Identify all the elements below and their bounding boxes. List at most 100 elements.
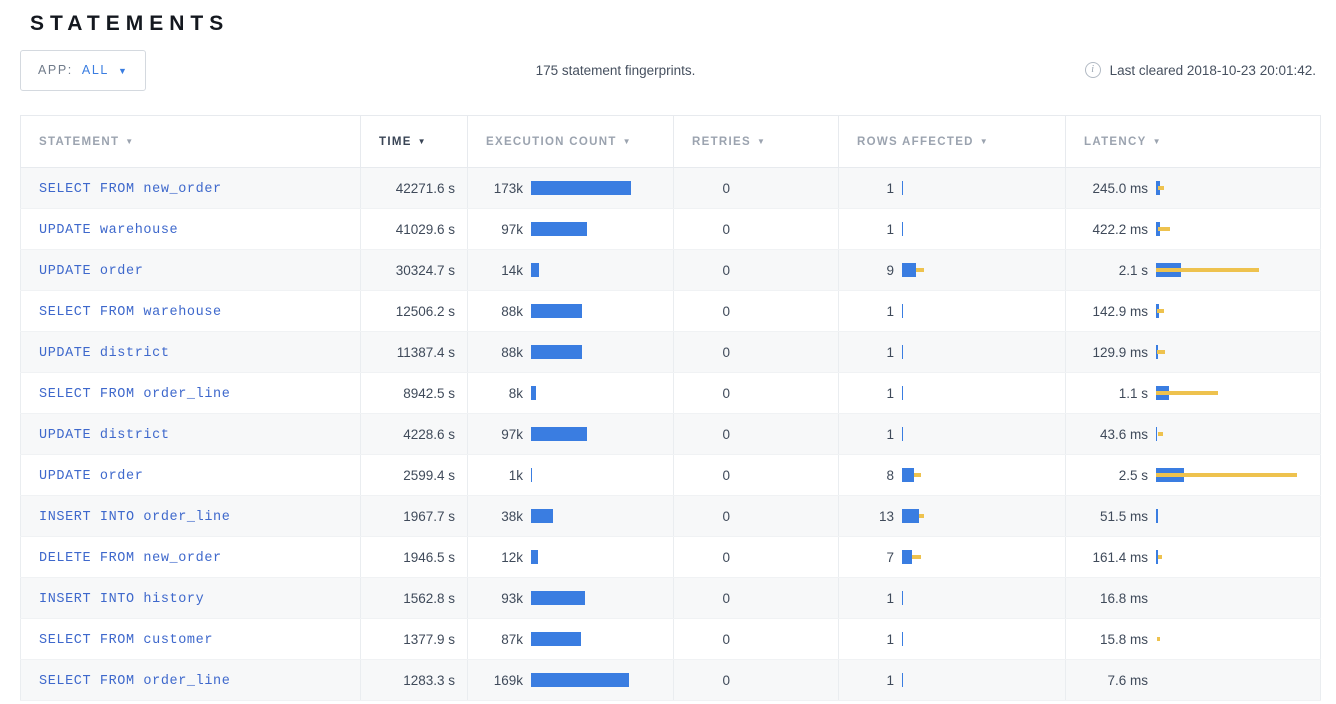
execution-count-value: 1k	[508, 467, 523, 483]
rows-affected-barzone	[902, 344, 1065, 360]
table-row: SELECT FROM order_line 8942.5 s 8k 0 1	[20, 372, 1321, 414]
statement-link[interactable]: SELECT FROM order_line	[39, 673, 231, 689]
statement-link[interactable]: SELECT FROM customer	[39, 632, 214, 648]
execution-count-bar	[531, 386, 536, 400]
column-header-rows-affected[interactable]: ROWS AFFECTED ▼	[838, 115, 1066, 168]
execution-count-cell: 97k	[467, 208, 674, 250]
latency-barzone	[1156, 426, 1320, 442]
sort-arrow-icon: ▼	[756, 136, 767, 146]
time-cell: 1377.9 s	[360, 618, 468, 660]
statement-link[interactable]: SELECT FROM new_order	[39, 181, 222, 197]
column-header-latency[interactable]: LATENCY ▼	[1065, 115, 1321, 168]
execution-count-bar	[531, 427, 587, 441]
column-header-rows-affected-label: ROWS AFFECTED	[857, 135, 974, 148]
statement-link[interactable]: DELETE FROM new_order	[39, 550, 222, 566]
time-cell: 12506.2 s	[360, 290, 468, 332]
column-header-time[interactable]: TIME ▼	[360, 115, 468, 168]
chevron-down-icon: ▼	[117, 66, 129, 76]
rows-affected-barzone	[902, 590, 1065, 606]
page-title: STATEMENTS	[30, 12, 230, 35]
rows-affected-barzone	[902, 303, 1065, 319]
latency-value: 245.0 ms	[1092, 180, 1148, 196]
rows-affected-whisker	[919, 514, 924, 518]
time-cell: 1967.7 s	[360, 495, 468, 537]
statement-link[interactable]: UPDATE order	[39, 468, 144, 484]
retries-cell: 0	[673, 290, 839, 332]
retries-value: 0	[722, 303, 730, 319]
app-filter-value: ALL	[81, 63, 109, 77]
retries-value: 0	[722, 467, 730, 483]
execution-count-bar	[531, 468, 532, 482]
retries-cell: 0	[673, 331, 839, 373]
rows-affected-value: 1	[886, 426, 894, 442]
statement-link[interactable]: SELECT FROM warehouse	[39, 304, 222, 320]
latency-bar	[1156, 550, 1158, 564]
latency-whisker	[1158, 227, 1170, 231]
table-row: DELETE FROM new_order 1946.5 s 12k 0 7	[20, 536, 1321, 578]
info-icon[interactable]: i	[1084, 62, 1101, 78]
execution-count-bar	[531, 263, 539, 277]
latency-barzone	[1156, 549, 1320, 565]
latency-cell: 1.1 s	[1065, 372, 1321, 414]
latency-barzone	[1156, 508, 1320, 524]
rows-affected-cell: 1	[838, 167, 1066, 209]
retries-value: 0	[722, 549, 730, 565]
statement-link[interactable]: UPDATE warehouse	[39, 222, 179, 238]
execution-count-value: 97k	[501, 426, 523, 442]
statement-cell: SELECT FROM order_line	[20, 659, 361, 701]
latency-cell: 142.9 ms	[1065, 290, 1321, 332]
rows-affected-bar	[902, 222, 903, 236]
latency-value: 15.8 ms	[1099, 631, 1148, 647]
statements-tbody: SELECT FROM new_order 42271.6 s 173k 0 1	[20, 167, 1321, 701]
rows-affected-value: 8	[886, 467, 894, 483]
latency-value: 161.4 ms	[1092, 549, 1148, 565]
execution-count-bar	[531, 304, 582, 318]
statement-link[interactable]: UPDATE district	[39, 345, 170, 361]
table-row: SELECT FROM customer 1377.9 s 87k 0 1	[20, 618, 1321, 660]
execution-count-barzone	[531, 508, 673, 524]
latency-value: 2.5 s	[1118, 467, 1148, 483]
statement-cell: UPDATE order	[20, 249, 361, 291]
execution-count-value: 88k	[501, 344, 523, 360]
table-row: SELECT FROM order_line 1283.3 s 169k 0 1	[20, 659, 1321, 701]
rows-affected-whisker	[916, 268, 924, 272]
rows-affected-cell: 1	[838, 577, 1066, 619]
statement-link[interactable]: UPDATE order	[39, 263, 144, 279]
rows-affected-barzone	[902, 180, 1065, 196]
latency-value: 16.8 ms	[1099, 590, 1148, 606]
statement-link[interactable]: INSERT INTO order_line	[39, 509, 231, 525]
rows-affected-value: 13	[878, 508, 894, 524]
column-header-time-label: TIME	[379, 135, 412, 148]
latency-whisker	[1156, 268, 1259, 272]
column-header-retries[interactable]: RETRIES ▼	[673, 115, 839, 168]
app-filter-dropdown[interactable]: APP: ALL ▼	[20, 49, 147, 91]
time-value: 8942.5 s	[403, 385, 455, 401]
retries-cell: 0	[673, 372, 839, 414]
time-value: 1967.7 s	[403, 508, 455, 524]
column-header-statement[interactable]: STATEMENT ▼	[20, 115, 361, 168]
statement-link[interactable]: INSERT INTO history	[39, 591, 205, 607]
execution-count-value: 93k	[501, 590, 523, 606]
retries-value: 0	[722, 180, 730, 196]
time-cell: 2599.4 s	[360, 454, 468, 496]
rows-affected-bar	[902, 304, 903, 318]
latency-cell: 129.9 ms	[1065, 331, 1321, 373]
statement-cell: UPDATE district	[20, 331, 361, 373]
retries-value: 0	[722, 385, 730, 401]
latency-barzone	[1156, 262, 1320, 278]
latency-value: 142.9 ms	[1092, 303, 1148, 319]
statement-link[interactable]: UPDATE district	[39, 427, 170, 443]
column-header-execution-count[interactable]: EXECUTION COUNT ▼	[467, 115, 674, 168]
table-row: UPDATE warehouse 41029.6 s 97k 0 1	[20, 208, 1321, 250]
statement-link[interactable]: SELECT FROM order_line	[39, 386, 231, 402]
execution-count-barzone	[531, 672, 673, 688]
statement-cell: DELETE FROM new_order	[20, 536, 361, 578]
latency-value: 51.5 ms	[1099, 508, 1148, 524]
rows-affected-barzone	[902, 508, 1065, 524]
retries-value: 0	[722, 262, 730, 278]
rows-affected-bar	[902, 509, 919, 523]
latency-value: 1.1 s	[1118, 385, 1148, 401]
rows-affected-cell: 13	[838, 495, 1066, 537]
rows-affected-cell: 1	[838, 372, 1066, 414]
execution-count-cell: 169k	[467, 659, 674, 701]
